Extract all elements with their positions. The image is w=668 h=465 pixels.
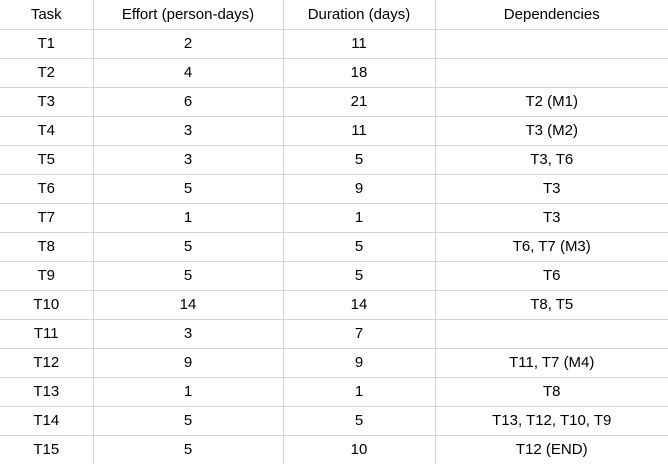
cell-dependencies[interactable] — [435, 58, 668, 88]
cell-task[interactable]: T2 — [0, 58, 94, 88]
table-row: T6 5 9 T3 — [0, 174, 668, 204]
cell-duration[interactable]: 5 — [283, 406, 436, 436]
cell-task[interactable]: T15 — [0, 435, 94, 464]
table-row: T3 6 21 T2 (M1) — [0, 87, 668, 117]
table-row: T9 5 5 T6 — [0, 261, 668, 291]
table-row: T13 1 1 T8 — [0, 377, 668, 407]
cell-task[interactable]: T8 — [0, 232, 94, 262]
cell-duration[interactable]: 5 — [283, 145, 436, 175]
cell-effort[interactable]: 1 — [93, 377, 284, 407]
table-row: T12 9 9 T11, T7 (M4) — [0, 348, 668, 378]
table-row: T5 3 5 T3, T6 — [0, 145, 668, 175]
header-cell-task[interactable]: Task — [0, 0, 94, 30]
cell-effort[interactable]: 6 — [93, 87, 284, 117]
cell-dependencies[interactable]: T8, T5 — [435, 290, 668, 320]
table-row: T2 4 18 — [0, 58, 668, 88]
cell-task[interactable]: T14 — [0, 406, 94, 436]
cell-effort[interactable]: 3 — [93, 319, 284, 349]
cell-dependencies[interactable]: T3 — [435, 203, 668, 233]
cell-duration[interactable]: 1 — [283, 377, 436, 407]
cell-dependencies[interactable]: T3 — [435, 174, 668, 204]
cell-dependencies[interactable]: T8 — [435, 377, 668, 407]
cell-duration[interactable]: 10 — [283, 435, 436, 464]
cell-effort[interactable]: 4 — [93, 58, 284, 88]
cell-dependencies[interactable]: T11, T7 (M4) — [435, 348, 668, 378]
cell-task[interactable]: T9 — [0, 261, 94, 291]
table-row: T10 14 14 T8, T5 — [0, 290, 668, 320]
cell-dependencies[interactable]: T6 — [435, 261, 668, 291]
cell-duration[interactable]: 9 — [283, 348, 436, 378]
table-row: T8 5 5 T6, T7 (M3) — [0, 232, 668, 262]
cell-duration[interactable]: 9 — [283, 174, 436, 204]
cell-task[interactable]: T10 — [0, 290, 94, 320]
cell-dependencies[interactable] — [435, 319, 668, 349]
cell-effort[interactable]: 5 — [93, 406, 284, 436]
table-row: T7 1 1 T3 — [0, 203, 668, 233]
cell-effort[interactable]: 3 — [93, 145, 284, 175]
cell-task[interactable]: T3 — [0, 87, 94, 117]
cell-task[interactable]: T4 — [0, 116, 94, 146]
cell-effort[interactable]: 9 — [93, 348, 284, 378]
table-row: T4 3 11 T3 (M2) — [0, 116, 668, 146]
cell-dependencies[interactable]: T2 (M1) — [435, 87, 668, 117]
cell-effort[interactable]: 5 — [93, 232, 284, 262]
cell-task[interactable]: T7 — [0, 203, 94, 233]
cell-task[interactable]: T1 — [0, 29, 94, 59]
cell-effort[interactable]: 2 — [93, 29, 284, 59]
cell-duration[interactable]: 18 — [283, 58, 436, 88]
header-cell-dependencies[interactable]: Dependencies — [435, 0, 668, 30]
cell-dependencies[interactable]: T6, T7 (M3) — [435, 232, 668, 262]
cell-duration[interactable]: 1 — [283, 203, 436, 233]
cell-duration[interactable]: 5 — [283, 261, 436, 291]
table-row: T14 5 5 T13, T12, T10, T9 — [0, 406, 668, 436]
cell-task[interactable]: T6 — [0, 174, 94, 204]
cell-effort[interactable]: 1 — [93, 203, 284, 233]
cell-duration[interactable]: 21 — [283, 87, 436, 117]
cell-dependencies[interactable]: T12 (END) — [515, 441, 588, 458]
cell-effort[interactable]: 5 — [93, 435, 284, 464]
cell-dependencies[interactable]: T3, T6 — [435, 145, 668, 175]
cell-dependencies[interactable]: T13, T12, T10, T9 — [435, 406, 668, 436]
cell-dependencies[interactable]: T3 (M2) — [435, 116, 668, 146]
header-cell-effort[interactable]: Effort (person-days) — [93, 0, 284, 30]
cell-task[interactable]: T5 — [0, 145, 94, 175]
header-cell-duration[interactable]: Duration (days) — [283, 0, 436, 30]
cell-duration[interactable]: 7 — [283, 319, 436, 349]
cell-dependencies[interactable] — [435, 29, 668, 59]
cell-duration[interactable]: 11 — [283, 116, 436, 146]
table-row: T11 3 7 — [0, 319, 668, 349]
table-row: T15 5 10 T12 (END) — [0, 435, 668, 464]
cell-effort[interactable]: 5 — [93, 174, 284, 204]
cell-duration[interactable]: 14 — [283, 290, 436, 320]
cell-task[interactable]: T13 — [0, 377, 94, 407]
cell-duration[interactable]: 5 — [283, 232, 436, 262]
cell-duration[interactable]: 11 — [283, 29, 436, 59]
cell-effort[interactable]: 3 — [93, 116, 284, 146]
cell-task[interactable]: T11 — [0, 319, 94, 349]
cell-effort[interactable]: 5 — [93, 261, 284, 291]
table-row: T1 2 11 — [0, 29, 668, 59]
cell-effort[interactable]: 14 — [93, 290, 284, 320]
cell-task[interactable]: T12 — [0, 348, 94, 378]
header-row: Task Effort (person-days) Duration (days… — [0, 0, 668, 30]
table-body: T1 2 11 T2 4 18 T3 6 21 T2 (M1) T4 3 11 — [0, 29, 668, 464]
